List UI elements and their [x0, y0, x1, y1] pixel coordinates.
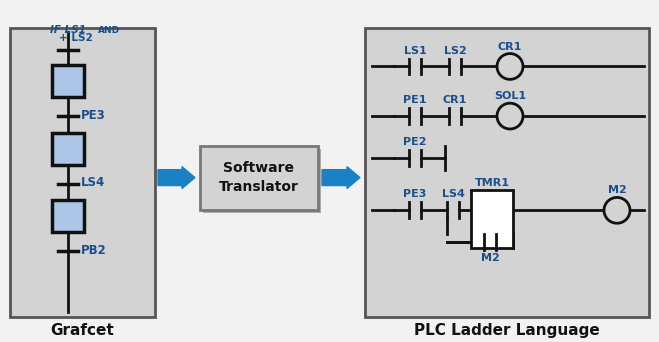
Text: SOL1: SOL1 [494, 91, 526, 101]
Bar [471, 190, 513, 248]
Text: TMR1: TMR1 [474, 177, 509, 187]
Bar [52, 200, 84, 232]
Text: PLC Ladder Language: PLC Ladder Language [414, 324, 600, 339]
FancyBboxPatch shape [203, 149, 321, 213]
Circle shape [497, 54, 523, 79]
Text: PE3: PE3 [81, 109, 105, 122]
Text: + LS2: + LS2 [59, 33, 93, 43]
Text: CR1: CR1 [443, 95, 467, 105]
Text: LS4: LS4 [81, 176, 105, 189]
FancyBboxPatch shape [365, 28, 649, 317]
FancyBboxPatch shape [10, 28, 155, 317]
Text: IF LS1: IF LS1 [50, 25, 86, 35]
Bar [52, 65, 84, 97]
Text: PB2: PB2 [81, 244, 107, 256]
Text: PE3: PE3 [403, 189, 426, 199]
Text: Grafcet: Grafcet [50, 324, 114, 339]
Bar [52, 133, 84, 165]
Text: AND: AND [98, 26, 120, 35]
Text: LS4: LS4 [442, 189, 465, 199]
FancyArrow shape [322, 167, 360, 188]
Text: LS1: LS1 [403, 45, 426, 55]
Text: CR1: CR1 [498, 42, 522, 52]
Text: PE2: PE2 [403, 137, 427, 147]
Circle shape [604, 197, 630, 223]
Text: PE1: PE1 [403, 95, 427, 105]
Text: LS2: LS2 [444, 45, 467, 55]
Text: Software
Translator: Software Translator [219, 161, 299, 194]
FancyArrow shape [158, 167, 195, 188]
FancyBboxPatch shape [200, 146, 318, 210]
Text: M2: M2 [608, 185, 626, 196]
Circle shape [497, 103, 523, 129]
Text: M2: M2 [480, 253, 500, 263]
